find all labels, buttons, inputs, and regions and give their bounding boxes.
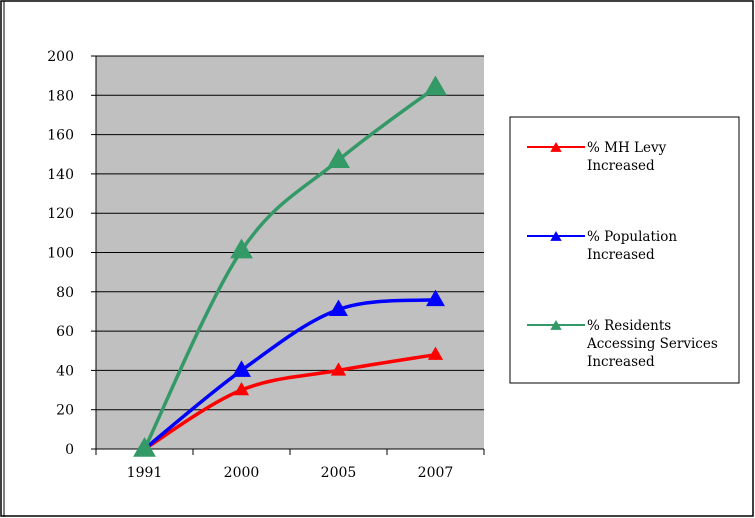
plot-area: [96, 55, 484, 449]
y-tick-label: 60: [56, 324, 74, 340]
series-point: [330, 362, 347, 376]
legend-swatch-marker: [550, 231, 562, 241]
legend-label: Increased: [587, 158, 655, 174]
series-layer: [133, 75, 447, 457]
series-line: [143, 297, 436, 451]
legend-label: % Population: [587, 229, 677, 245]
series-2: [133, 75, 447, 457]
series-line: [143, 352, 436, 451]
x-tick-label: 2007: [418, 465, 454, 481]
legend-entry-2: % Residents Accessing Services Increased: [527, 318, 718, 370]
legend: % MH Levy Increased % Population Increased%…: [509, 116, 740, 384]
legend-label: Increased: [587, 354, 655, 370]
y-tick-label: 40: [56, 363, 74, 379]
series-line: [142, 86, 437, 450]
series-point: [329, 299, 348, 316]
series-point: [233, 382, 250, 396]
x-tick-label: 2005: [321, 465, 357, 481]
legend-box: [509, 116, 740, 384]
legend-entry-0: % MH Levy Increased: [527, 140, 667, 174]
series-point: [424, 75, 447, 96]
legend-label: Increased: [587, 247, 655, 263]
y-tick-label: 20: [56, 403, 74, 419]
y-tick-label: 120: [47, 206, 74, 222]
x-axis: 1991 2000 2005 2007: [95, 448, 485, 481]
y-tick-label: 0: [65, 442, 74, 458]
y-tick-label: 140: [47, 167, 74, 183]
legend-entry-1: % Population Increased: [527, 229, 677, 263]
series-point: [230, 238, 253, 259]
series-point: [426, 289, 445, 307]
y-axis: 0 20 40 60 80 100 120 140 160 180 200: [47, 49, 97, 458]
series-point: [133, 437, 156, 457]
series-point: [327, 148, 350, 168]
x-tick-label: 2000: [224, 465, 260, 481]
series-point: [427, 346, 444, 360]
y-tick-label: 100: [47, 246, 74, 262]
y-tick-label: 180: [47, 88, 74, 104]
legend-swatch-marker: [550, 142, 562, 152]
legend-label: % Residents: [587, 318, 671, 334]
legend-swatch-marker: [550, 320, 562, 330]
y-tick-label: 160: [47, 128, 74, 144]
legend-label: Accessing Services: [586, 336, 718, 352]
y-tick-label: 80: [56, 285, 74, 301]
series-point: [232, 360, 251, 377]
y-tick-label: 200: [47, 49, 74, 65]
legend-label: % MH Levy: [587, 140, 667, 156]
x-tick-label: 1991: [127, 465, 163, 481]
